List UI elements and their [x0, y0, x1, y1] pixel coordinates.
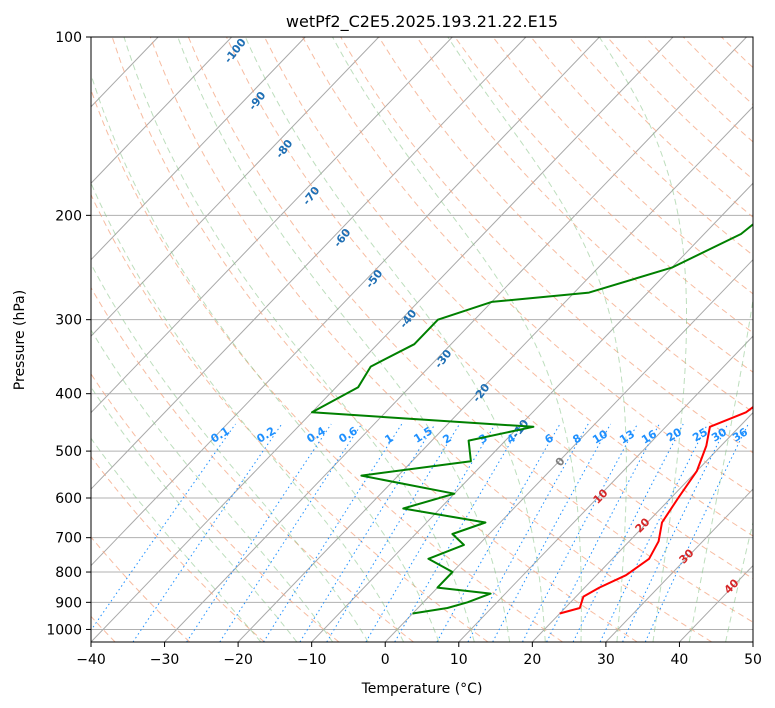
moist-adiabat-line [332, 37, 582, 642]
isotherm-line [237, 106, 753, 642]
moist-adiabat-line [177, 37, 511, 642]
moist-adiabat-line [688, 296, 753, 642]
isotherm-line [605, 488, 753, 642]
x-tick-label: −30 [150, 652, 180, 668]
dry-adiabat-line [187, 37, 753, 623]
mixing-ratio-line [186, 423, 332, 642]
moist-adiabat-line [244, 37, 546, 642]
mixing-ratio-line [365, 423, 496, 642]
dry-adiabat-line [492, 37, 753, 295]
isotherm-line [91, 37, 600, 567]
isotherm-line [531, 411, 753, 642]
x-axis-label: Temperature (°C) [361, 681, 483, 697]
x-tick-label: 40 [671, 652, 689, 668]
isotherm-line [91, 37, 453, 414]
dry-adiabat-line [91, 88, 563, 642]
isotherm-line [91, 37, 306, 261]
x-tick-label: −40 [76, 652, 106, 668]
mixing-ratio-line [132, 423, 283, 642]
moist-adiabat-line [123, 37, 475, 642]
axis-ticks: −40 −30 −20 −10 0 10 20 30 40 50 1000 900 800 700 600 5… [46, 30, 762, 668]
y-axis-label: Pressure (hPa) [12, 290, 28, 390]
moist-adiabat-line [598, 37, 687, 642]
mixing-ratio-line [622, 423, 729, 642]
x-tick-label: −10 [297, 652, 327, 668]
x-tick-label: 10 [450, 652, 468, 668]
dry-adiabat-line [454, 37, 753, 334]
y-tick-label: 200 [55, 208, 82, 224]
mixing-ratio-line [394, 423, 523, 642]
isotherm-line [91, 37, 674, 642]
plot-grid [91, 37, 753, 642]
dry-adiabat-line [111, 37, 638, 642]
isotherm-line [164, 37, 747, 642]
y-tick-label: 400 [55, 387, 82, 403]
isotherm-line [91, 37, 233, 184]
mixing-ratio-line [644, 423, 749, 642]
isotherm-line [458, 335, 753, 642]
x-tick-label: 20 [523, 652, 541, 668]
mixing-ratio-line [91, 423, 236, 632]
y-tick-label: 500 [55, 444, 82, 460]
chart-title: wetPf2_C2E5.2025.193.21.22.E15 [286, 12, 558, 32]
x-tick-label: 0 [381, 652, 390, 668]
x-tick-label: 30 [597, 652, 615, 668]
moist-adiabat-line [91, 182, 405, 642]
y-tick-label: 800 [55, 565, 82, 581]
dry-adiabat-line [91, 286, 414, 642]
moist-adiabat-line [91, 73, 440, 642]
dry-adiabat-line [91, 455, 265, 642]
y-tick-label: 1000 [46, 622, 82, 638]
dewpoint-profile-line [311, 223, 753, 615]
y-tick-label: 900 [55, 595, 82, 611]
profile-lines [311, 223, 753, 615]
dry-adiabat-line [149, 37, 713, 642]
mixing-ratio-line [599, 423, 709, 642]
x-tick-label: 50 [744, 652, 762, 668]
mixing-ratio-line [219, 423, 363, 642]
moist-adiabat-line [91, 329, 334, 642]
y-tick-label: 100 [55, 30, 82, 46]
moist-adiabat-line [725, 520, 753, 642]
y-tick-label: 300 [55, 313, 82, 329]
isotherm-line [91, 37, 380, 337]
moist-adiabat-line [91, 437, 262, 642]
moist-adiabat-line [447, 37, 627, 642]
isotherm-line [91, 37, 527, 490]
dry-adiabat-line [91, 193, 489, 642]
y-tick-label: 600 [55, 491, 82, 507]
y-tick-label: 700 [55, 531, 82, 547]
mixing-ratio-line [467, 423, 589, 642]
temperature-profile-line [559, 405, 753, 615]
isotherm-line [384, 258, 753, 642]
plot-frame [90, 36, 754, 643]
mixing-ratio-line [326, 423, 461, 642]
moist-adiabat-line [91, 262, 369, 642]
x-tick-label: −20 [223, 652, 253, 668]
